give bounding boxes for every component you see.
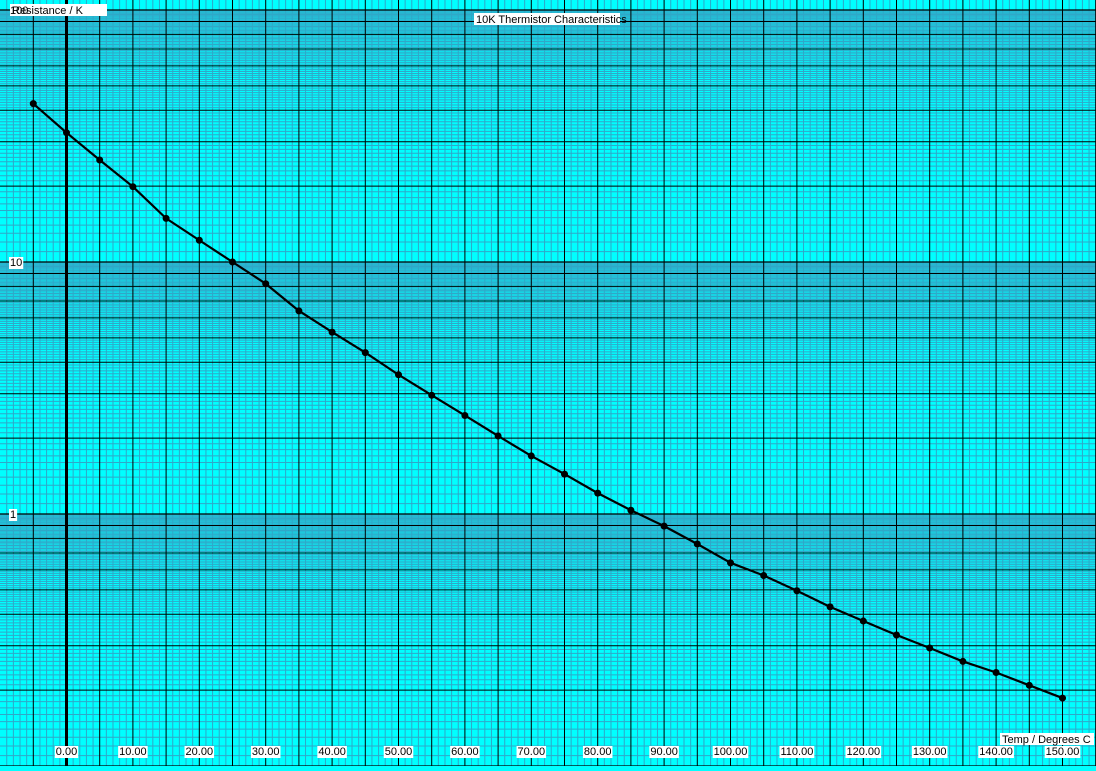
data-point	[760, 572, 768, 580]
x-tick-label-bg	[250, 746, 281, 758]
data-point	[627, 506, 635, 514]
x-tick-label-bg	[911, 746, 948, 758]
data-point	[494, 432, 502, 440]
data-point	[162, 214, 170, 222]
x-tick-label: 100.00	[714, 746, 748, 758]
x-tick-label-bg	[582, 746, 613, 758]
x-tick-label-bg	[845, 746, 882, 758]
data-point	[926, 644, 934, 652]
data-point	[561, 470, 568, 478]
data-point	[727, 559, 734, 567]
series-layer	[29, 100, 1066, 702]
data-point	[361, 349, 369, 357]
chart-title: 10K Thermistor Characteristics	[476, 14, 627, 26]
x-tick-label: 110.00	[780, 746, 813, 758]
x-tick-label: 20.00	[186, 746, 214, 758]
x-tick-label: 120.00	[846, 746, 880, 758]
data-point	[959, 657, 967, 665]
data-point	[328, 328, 336, 336]
data-point	[229, 258, 236, 266]
data-point	[527, 452, 535, 460]
data-point	[893, 631, 900, 639]
data-point	[693, 540, 701, 548]
data-point	[428, 391, 436, 399]
x-tick-label: 130.00	[913, 746, 947, 758]
x-tick-label-bg	[383, 746, 414, 758]
y-axis-label: Resistance / K	[12, 5, 84, 17]
x-tick-label-bg	[649, 746, 679, 758]
x-tick-label-bg	[317, 746, 347, 758]
data-point	[594, 489, 602, 497]
x-tick-label-bg	[184, 746, 215, 758]
data-point	[63, 129, 70, 137]
x-tick-label-bg	[54, 746, 79, 758]
data-point	[859, 617, 867, 625]
x-tick-label-bg	[516, 746, 547, 758]
y-tick-label: 10	[10, 257, 22, 269]
x-tick-label: 90.00	[650, 746, 678, 758]
x-tick-label-bg	[779, 746, 815, 758]
data-point	[660, 522, 668, 530]
x-tick-label: 150.00	[1046, 746, 1080, 758]
y-tick-label: 1	[10, 509, 16, 521]
x-tick-label: 10.00	[119, 746, 147, 758]
x-tick-label: 80.00	[584, 746, 612, 758]
data-point	[262, 280, 270, 288]
data-point	[461, 411, 469, 419]
data-point	[295, 307, 303, 315]
data-point	[395, 371, 402, 379]
x-tick-label-bg	[978, 746, 1014, 758]
y-tick-label: 100	[10, 5, 28, 17]
x-tick-label: 0.00	[56, 746, 77, 758]
x-tick-label: 60.00	[451, 746, 479, 758]
data-point	[992, 668, 1000, 676]
x-tick-label: 50.00	[385, 746, 413, 758]
data-point	[195, 236, 203, 244]
data-point	[96, 156, 104, 164]
x-tick-label: 40.00	[318, 746, 346, 758]
data-point	[1059, 694, 1066, 702]
x-tick-label: 70.00	[518, 746, 546, 758]
y-tick-label-bg	[9, 257, 24, 269]
x-tick-label-bg	[712, 746, 749, 758]
x-tick-label-bg	[450, 746, 480, 758]
series-line	[32, 102, 1063, 700]
data-point	[129, 183, 137, 191]
x-tick-label: 140.00	[979, 746, 1013, 758]
data-point	[29, 100, 37, 108]
y-tick-label-bg	[9, 509, 18, 521]
x-tick-label-bg	[1044, 746, 1081, 758]
data-point	[793, 587, 801, 595]
data-point	[826, 603, 834, 611]
x-tick-label-bg	[118, 746, 148, 758]
labels-layer: Resistance / K 10K Thermistor Characteri…	[9, 4, 1094, 758]
x-axis-label: Temp / Degrees C	[1002, 734, 1091, 746]
data-point	[1025, 681, 1033, 689]
x-tick-label: 30.00	[252, 746, 280, 758]
